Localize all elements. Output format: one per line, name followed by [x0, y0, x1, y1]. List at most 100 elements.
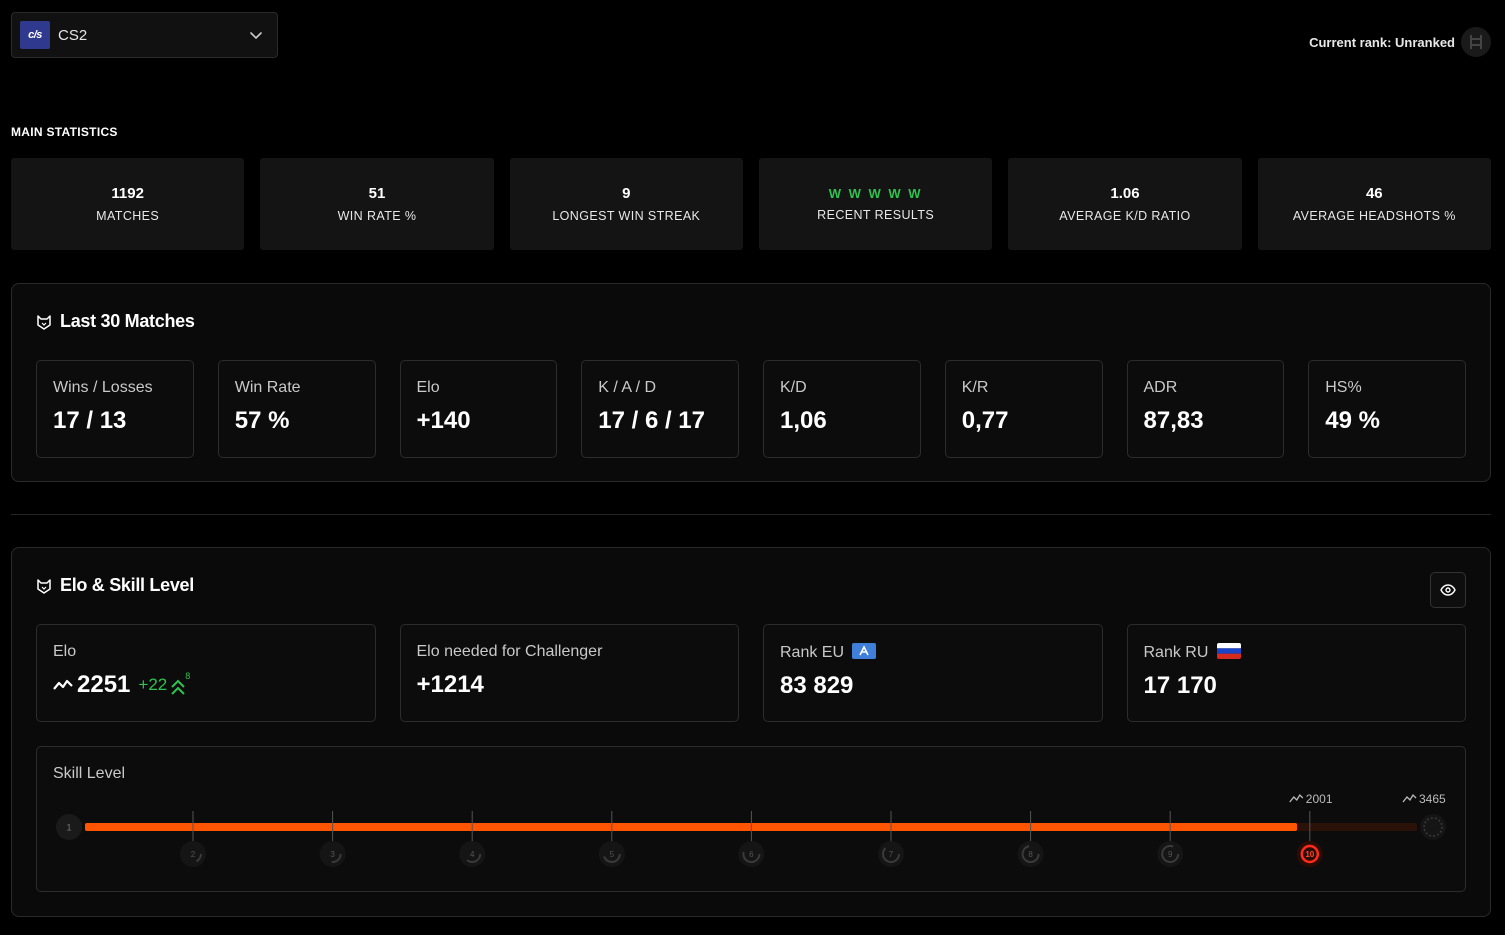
- cat-icon: [37, 314, 51, 330]
- mini-label: Win Rate: [234, 379, 301, 396]
- level-badge: [598, 841, 625, 867]
- level-label: 6: [749, 850, 754, 859]
- current-rank: Current rank: Unranked: [1309, 27, 1491, 57]
- cat-icon: [37, 578, 51, 594]
- last-30-title: Last 30 Matches: [60, 311, 195, 331]
- mini-label: K / A / D: [598, 379, 657, 396]
- main-statistics-heading: MAIN STATISTICS: [11, 125, 118, 139]
- rank-ru-card: Rank RU 17 170: [1126, 624, 1466, 722]
- stat-card-average-kd: 1.06 AVERAGE K/D RATIO: [1008, 158, 1242, 250]
- level-ring: [184, 845, 202, 863]
- mini-value: 17 / 13: [53, 407, 127, 434]
- ru-flag-icon: [1216, 643, 1241, 659]
- mini-value: 49 %: [1325, 407, 1380, 434]
- skill-level-track: 1 2 3 4 5 6 7 8 9 10 2001 3465: [56, 792, 1446, 867]
- stat-label: RECENT RESULTS: [817, 208, 935, 222]
- current-rank-label: Current rank: Unranked: [1309, 34, 1455, 50]
- panel-title: Elo & Skill Level: [36, 575, 194, 596]
- win-rate-card: Win Rate 57 %: [217, 360, 376, 458]
- elo-streak: 8: [170, 671, 191, 696]
- elo-skill-title: Elo & Skill Level: [60, 575, 194, 595]
- level-label: 8: [1028, 850, 1033, 859]
- kd-card: K/D 1,06: [763, 360, 921, 458]
- stat-label: WIN RATE %: [337, 209, 417, 223]
- mini-label: Elo needed for Challenger: [416, 643, 603, 660]
- level-ring: [1021, 845, 1040, 863]
- stat-card-matches: 1192 MATCHES: [11, 158, 245, 250]
- eye-icon: [1440, 584, 1456, 596]
- game-name: CS2: [58, 26, 88, 44]
- level-badge: [180, 841, 206, 867]
- mini-label: K/R: [961, 379, 989, 396]
- recent-results-value: W W W W W: [828, 186, 923, 201]
- mini-label: Elo: [416, 379, 440, 396]
- level-label: 10: [1305, 850, 1314, 859]
- stat-label: LONGEST WIN STREAK: [552, 209, 701, 223]
- stat-value: 9: [622, 185, 631, 202]
- panel-title: Last 30 Matches: [36, 311, 195, 332]
- elo-card: Elo 2251 +22 8: [36, 624, 376, 722]
- challenger-card: Elo needed for Challenger +1214: [399, 624, 739, 722]
- mini-label: K/D: [780, 379, 807, 396]
- rank-eu-value: 83 829: [780, 672, 854, 699]
- level10-threshold: 2001: [1306, 792, 1333, 806]
- stat-value: 46: [1365, 185, 1383, 202]
- level-badge: [1017, 841, 1044, 867]
- challenger-ring: [1423, 817, 1443, 837]
- elo-cards: Elo 2251 +22 8 Elo needed for Challenger…: [36, 624, 1466, 722]
- level-ring: [742, 845, 761, 863]
- double-chevron-up-icon: [171, 679, 185, 695]
- level-ring: [1300, 844, 1320, 864]
- mini-label: ADR: [1143, 379, 1178, 396]
- level-label: 5: [610, 850, 615, 859]
- level-label: 2: [191, 850, 196, 859]
- level-label: 4: [470, 850, 475, 859]
- stat-card-recent-results: W W W W W RECENT RESULTS: [758, 158, 993, 250]
- level-ring: [602, 845, 621, 863]
- wins-losses-card: Wins / Losses 17 / 13: [36, 360, 194, 458]
- level-ring: [882, 845, 900, 863]
- level-badge: [56, 814, 82, 840]
- stat-label: AVERAGE K/D RATIO: [1059, 209, 1191, 223]
- hs-card: HS% 49 %: [1308, 360, 1466, 458]
- elo-skill-panel: Elo & Skill Level Elo 2251 +22 8 Elo nee…: [11, 547, 1491, 917]
- stat-value: 1192: [111, 185, 144, 202]
- stat-label: MATCHES: [96, 209, 160, 223]
- game-selector[interactable]: c/s CS2: [11, 12, 278, 58]
- divider: [11, 514, 1491, 515]
- mini-value: 87,83: [1143, 407, 1204, 434]
- elo-streak-count: 8: [185, 671, 191, 681]
- stat-card-win-rate: 51 WIN RATE %: [260, 158, 494, 250]
- kad-card: K / A / D 17 / 6 / 17: [581, 360, 739, 458]
- track-progress: [85, 823, 1298, 831]
- level-ring: [463, 845, 482, 863]
- toggle-visibility-button[interactable]: [1430, 572, 1466, 608]
- level-label: 9: [1168, 850, 1173, 859]
- mini-value: +140: [416, 407, 471, 434]
- trend-icon: [1402, 793, 1417, 803]
- level-badge: [878, 841, 904, 867]
- level-ring: [323, 845, 342, 863]
- last-30-cards: Wins / Losses 17 / 13 Win Rate 57 % Elo …: [36, 360, 1466, 458]
- trend-icon: [53, 679, 73, 690]
- cs2-logo: c/s: [20, 21, 50, 49]
- mini-label: Rank EU: [780, 643, 1086, 662]
- level-label: 3: [330, 850, 335, 859]
- skill-level-label: Skill Level: [53, 765, 126, 782]
- rank-ru-value: 17 170: [1143, 672, 1217, 699]
- mini-value: 17 / 6 / 17: [598, 407, 705, 434]
- mini-value: 57 %: [234, 407, 290, 434]
- kr-card: K/R 0,77: [944, 360, 1103, 458]
- level-badge: [319, 841, 346, 867]
- stat-card-average-headshots: 46 AVERAGE HEADSHOTS %: [1257, 158, 1491, 250]
- level-badge: [738, 841, 765, 867]
- mini-label: HS%: [1325, 379, 1362, 396]
- level-badge: [459, 841, 486, 867]
- elo-value: 2251: [77, 671, 131, 698]
- mini-label: Elo: [53, 643, 77, 660]
- elo-change-card: Elo +140: [399, 360, 558, 458]
- mini-label: Wins / Losses: [53, 379, 153, 396]
- rank-ru-label: Rank RU: [1143, 644, 1209, 661]
- stat-label: AVERAGE HEADSHOTS %: [1292, 209, 1456, 223]
- stat-value: 51: [368, 185, 386, 202]
